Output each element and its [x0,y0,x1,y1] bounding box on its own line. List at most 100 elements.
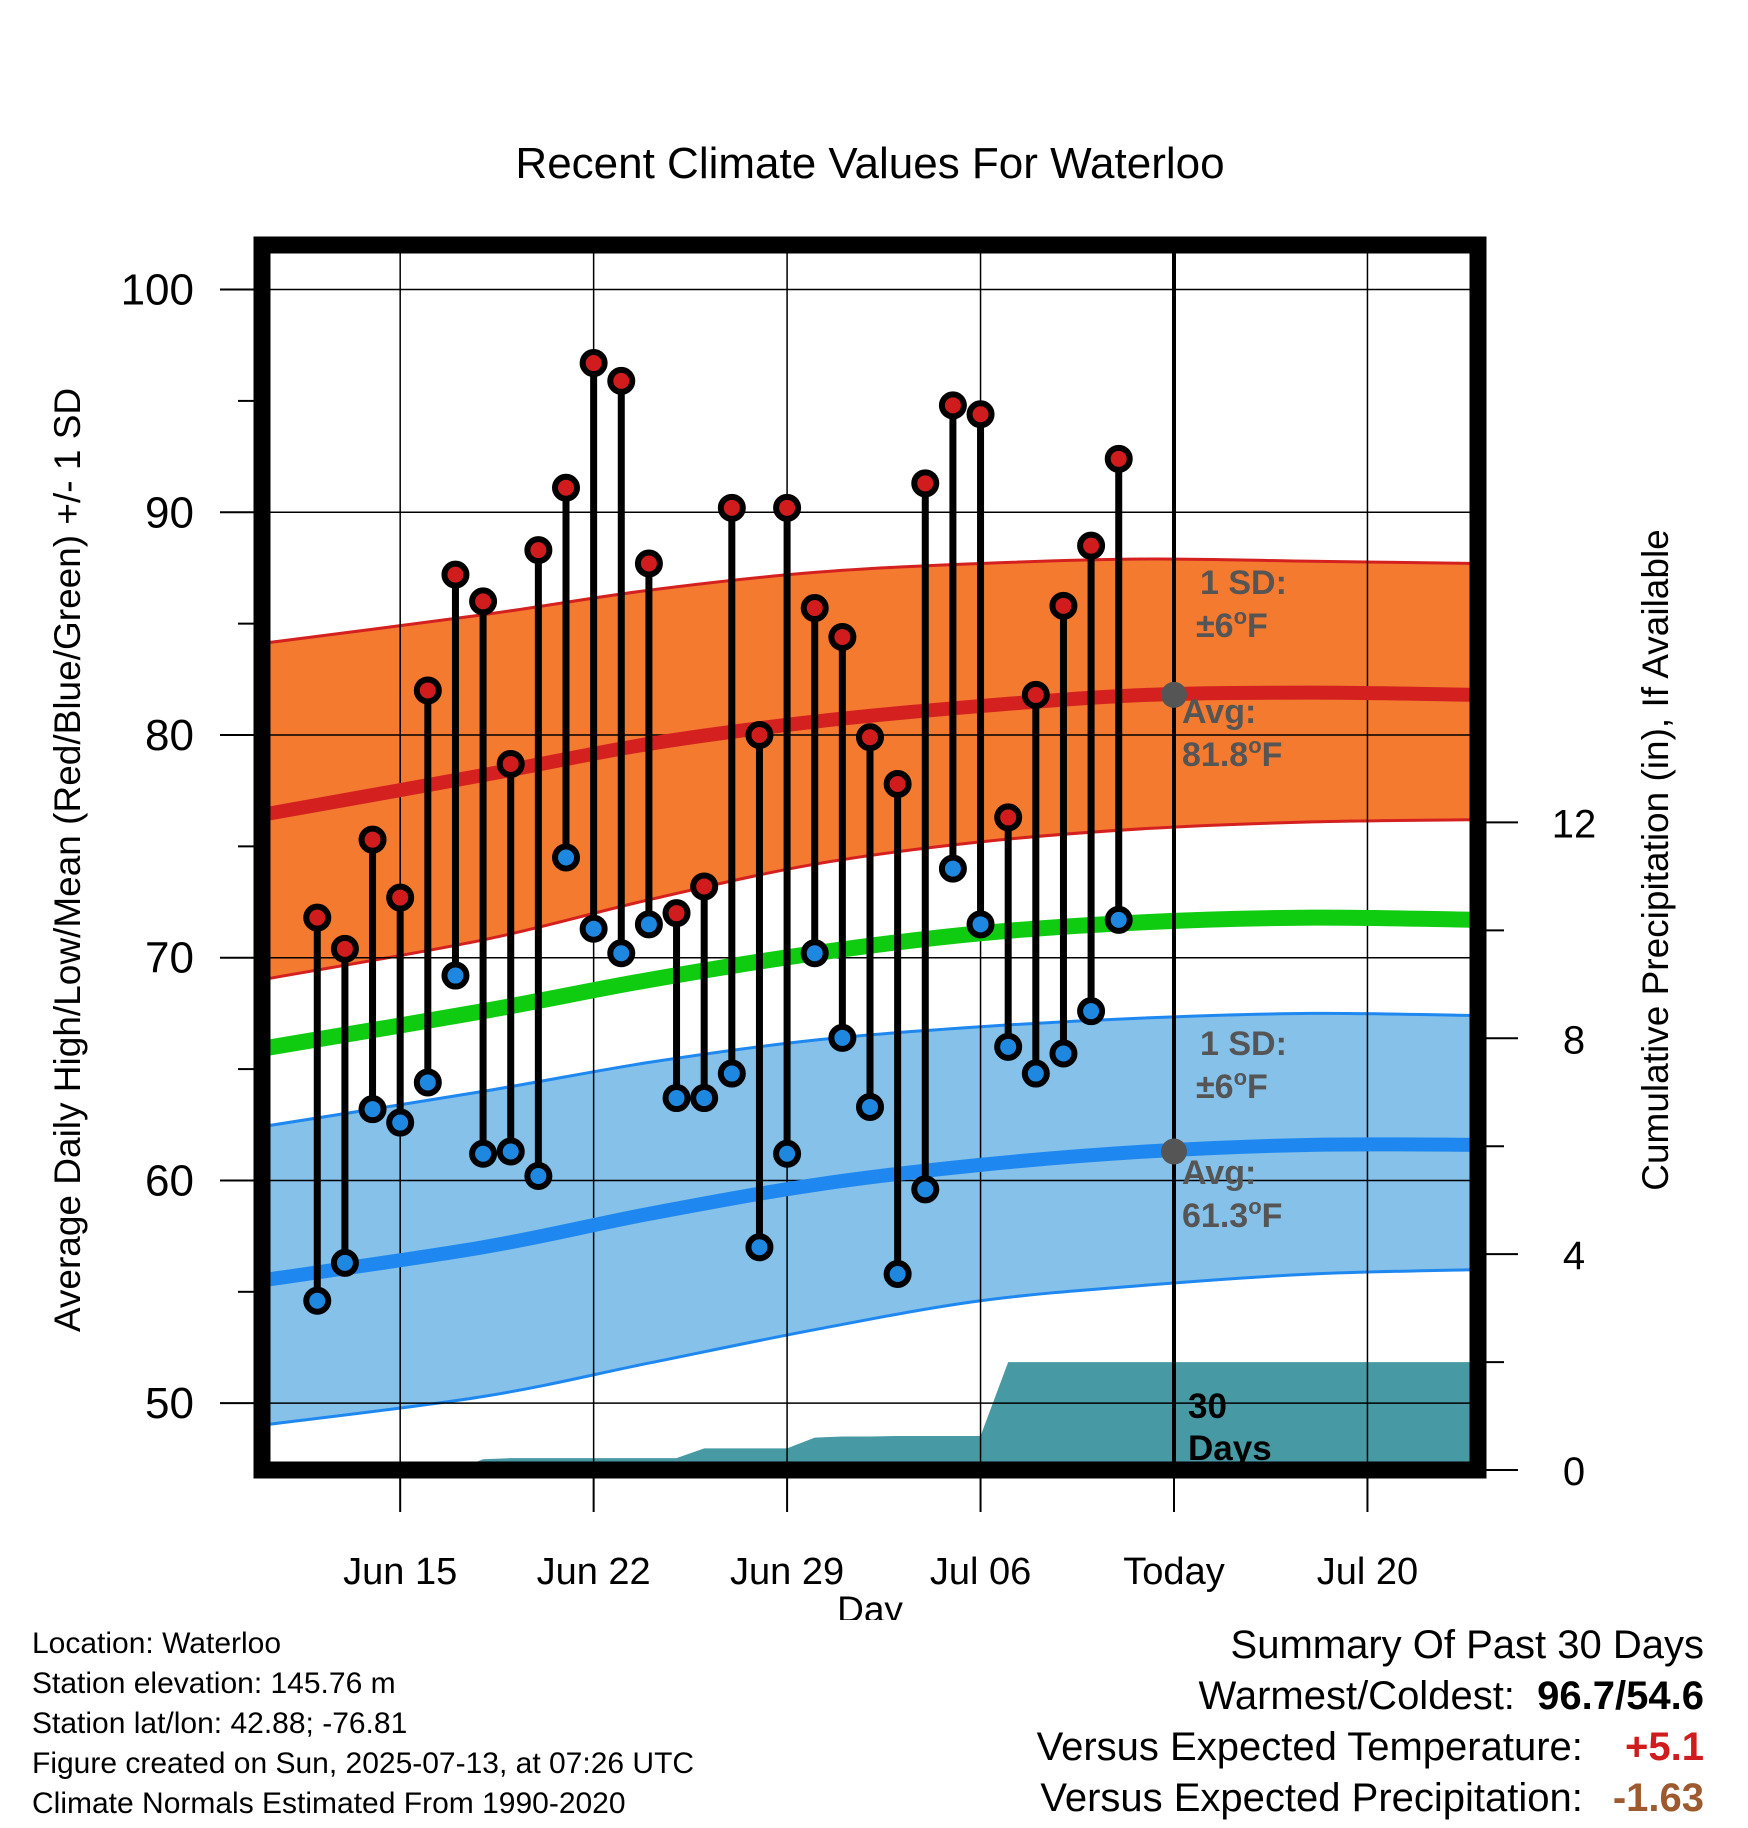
warmest-value: 96.7 [1537,1674,1616,1718]
low-temp-point [662,1084,691,1113]
y-tick-label-right: 12 [1552,802,1597,846]
y-tick-label-left: 90 [145,488,194,537]
y-axis-label-right: Cumulative Precipitation (in), If Availa… [1635,529,1676,1191]
low-temp-point [828,1023,857,1052]
low-sd-value: ±6oF [1196,1065,1268,1106]
low-sd-label: 1 SD: [1200,1025,1287,1063]
low-temp-point [524,1162,553,1190]
low-temp-point [856,1092,884,1121]
high-temp-point [413,676,442,705]
x-tick-label: Jun 22 [537,1551,651,1593]
high-temp-point [856,723,884,752]
high-temp-point [634,549,663,578]
high-temp-point [966,400,995,429]
summary-panel: Summary Of Past 30 Days Warmest/Coldest:… [1037,1620,1704,1824]
y-tick-label-right: 4 [1563,1234,1585,1278]
high-temp-point [938,391,967,420]
precip-departure-value: -1.63 [1612,1776,1704,1820]
high-temp-point [1049,591,1078,620]
high-temp-point [773,493,802,522]
high-temp-point [1077,531,1106,560]
y-axis-label-left: Average Daily High/Low/Mean (Red/Blue/Gr… [47,388,88,1332]
low-temp-point [911,1175,940,1204]
y-tick-label-right: 8 [1563,1018,1585,1062]
high-temp-point [1021,680,1050,709]
temp-departure-value: +5.1 [1625,1725,1704,1769]
temp-departure-row: Versus Expected Temperature: +5.1 [1037,1722,1704,1773]
low-temp-point [579,914,608,943]
low-temp-point [773,1139,802,1168]
high-avg-label: Avg: [1182,693,1256,731]
low-temp-point [634,910,663,939]
high-temp-point [1104,444,1133,473]
low-temp-point [552,843,580,872]
low-temp-point [717,1059,746,1088]
high-sd-value: ±6oF [1196,604,1268,645]
summary-title: Summary Of Past 30 Days [1230,1623,1704,1667]
low-temp-point [1077,997,1106,1026]
low-temp-point [469,1139,498,1168]
high-temp-point [607,366,636,395]
low-temp-point [413,1068,442,1097]
high-temp-point [441,560,470,589]
low-temp-point [800,939,829,968]
high-temp-point [496,749,525,778]
low-temp-point [496,1137,525,1166]
low-temp-point [690,1084,719,1113]
high-temp-point [883,770,912,798]
y-tick-label-left: 70 [145,934,194,983]
window-label-count: 30 [1188,1387,1227,1426]
low-temp-point [938,854,967,883]
y-tick-label-left: 50 [145,1379,194,1428]
low-avg-value: 61.3oF [1182,1194,1282,1235]
chart-title: Recent Climate Values For Waterloo [515,139,1224,188]
low-temp-point [745,1233,774,1262]
precip-departure-label: Versus Expected Precipitation: [1040,1776,1583,1820]
low-temp-point [1021,1059,1050,1088]
low-temp-point [330,1248,359,1277]
low-avg-label: Avg: [1182,1154,1256,1192]
high-temp-point [745,721,774,749]
low-temp-point [1104,905,1133,934]
high-temp-point [303,903,332,932]
high-temp-point [469,587,498,616]
low-temp-point [358,1095,387,1124]
warmest-coldest-separator: / [1615,1674,1627,1718]
low-temp-point [994,1032,1023,1061]
high-temp-point [662,899,691,928]
low-temp-point [883,1260,912,1288]
station-info: Location: Waterloo Station elevation: 14… [32,1624,694,1824]
high-temp-point [690,872,719,901]
low-temp-point [386,1108,415,1137]
climate-chart: Recent Climate Values For Waterloo 1 SD:… [47,139,1676,1620]
x-axis-label: Day [837,1589,903,1620]
high-temp-point [800,594,829,623]
warmest-coldest-row: Warmest/Coldest: 96.7/54.6 [1037,1671,1704,1722]
created-text: Figure created on Sun, 2025-07-13, at 07… [32,1747,695,1780]
x-tick-label: Today [1123,1551,1224,1593]
high-temp-point [330,934,359,963]
high-sd-label: 1 SD: [1200,564,1287,602]
low-temp-point [1049,1039,1078,1068]
latlon-text: Station lat/lon: 42.88; -76.81 [32,1707,408,1740]
high-temp-point [358,825,387,854]
low-temp-point [966,910,995,939]
high-temp-point [552,473,580,502]
location-text: Location: Waterloo [32,1627,282,1660]
temp-departure-label: Versus Expected Temperature: [1036,1725,1583,1769]
x-tick-label: Jun 29 [730,1551,844,1593]
x-tick-label: Jul 06 [930,1551,1031,1593]
warmest-coldest-label: Warmest/Coldest: [1198,1674,1515,1718]
high-temp-point [911,469,940,498]
y-tick-label-right: 0 [1563,1450,1585,1494]
high-temp-point [717,493,746,522]
low-temp-point [441,961,470,990]
high-avg-value: 81.8oF [1182,733,1282,774]
low-sd-lower-edge [262,1268,1478,1427]
plot-frame [253,236,1487,1479]
y-tick-label-left: 80 [145,711,194,760]
today-low-avg-dot [1161,1138,1187,1165]
x-tick-label: Jul 20 [1317,1551,1418,1593]
